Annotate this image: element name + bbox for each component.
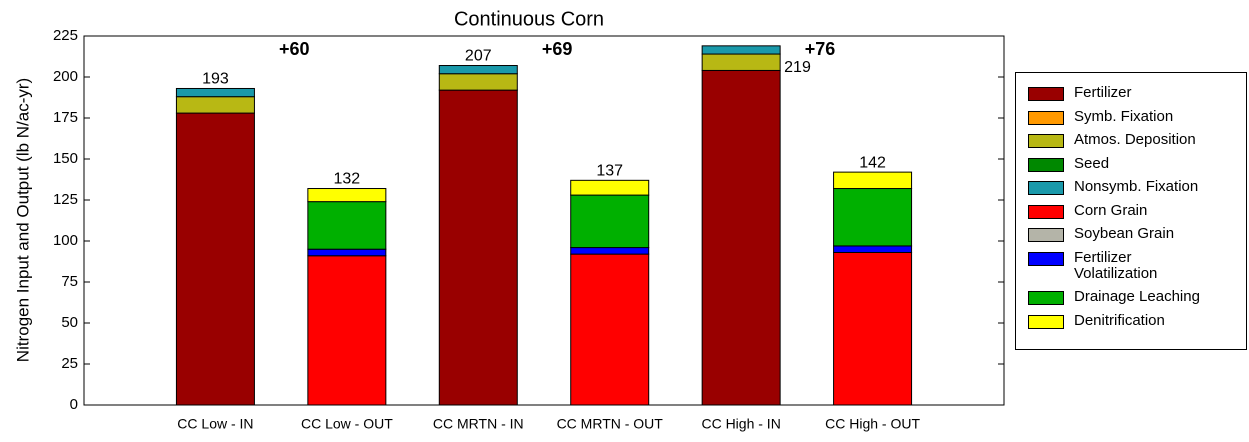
legend-item: Soybean Grain: [1028, 226, 1246, 242]
y-tick-label: 225: [53, 27, 78, 44]
difference-label: +69: [542, 39, 573, 59]
legend-swatch: [1028, 291, 1064, 305]
legend-label: Denitrification: [1074, 311, 1165, 329]
y-tick-label: 25: [61, 355, 78, 372]
bar-segment: [833, 171, 913, 190]
bar-segment: [175, 87, 255, 98]
legend-label: Corn Grain: [1074, 201, 1148, 219]
bar-segment: [175, 96, 255, 114]
total-label: 137: [596, 163, 623, 180]
legend-swatch: [1028, 134, 1064, 148]
y-axis-label: Nitrogen Input and Output (lb N/ac-yr): [13, 78, 32, 362]
bar-segment: [438, 89, 518, 406]
y-tick-label: 100: [53, 232, 78, 249]
bar-segment: [701, 53, 781, 71]
legend-swatch: [1028, 157, 1064, 172]
legend-label: Symb. Fixation: [1074, 107, 1174, 125]
y-tick-label: 175: [53, 109, 78, 126]
bar-segment: [570, 179, 650, 196]
legend-label: Fertilizer: [1074, 84, 1132, 101]
legend-item: Nonsymb. Fixation: [1028, 179, 1246, 195]
y-tick-label: 75: [61, 273, 78, 290]
x-tick-label: CC Low - IN: [177, 416, 253, 432]
legend-swatch: [1028, 181, 1064, 195]
legend-item: Fertilizer Volatilization: [1028, 248, 1246, 282]
total-label: 219: [784, 59, 811, 76]
legend-swatch: [1028, 204, 1064, 219]
difference-label: +60: [279, 39, 310, 59]
legend-swatch: [1028, 251, 1064, 266]
bar-segment: [833, 251, 913, 406]
y-tick-label: 150: [53, 150, 78, 167]
bar-segment: [570, 253, 650, 406]
bar-segment: [175, 112, 255, 406]
total-label: 142: [859, 154, 886, 171]
difference-label: +76: [805, 39, 836, 59]
x-tick-label: CC MRTN - IN: [433, 416, 524, 432]
bar-segment: [438, 65, 518, 75]
x-tick-label: CC High - IN: [701, 416, 780, 432]
legend-label: Soybean Grain: [1074, 225, 1175, 242]
x-tick-label: CC High - OUT: [825, 416, 920, 432]
bar-segment: [307, 255, 387, 406]
legend-item: Drainage Leaching: [1028, 289, 1246, 305]
legend-item: Atmos. Deposition: [1028, 132, 1246, 148]
legend-label: Drainage Leaching: [1074, 288, 1200, 305]
bar-segment: [701, 69, 781, 406]
legend-label: Atmos. Deposition: [1074, 131, 1196, 148]
bar-segment: [833, 188, 913, 247]
chart-title: Continuous Corn: [454, 8, 604, 30]
legend-label: Fertilizer Volatilization: [1074, 248, 1158, 282]
bar-segment: [570, 194, 650, 249]
bar-segment: [307, 201, 387, 250]
bar-segment: [833, 245, 913, 253]
bar-segment: [307, 248, 387, 257]
legend-swatch: [1028, 228, 1064, 242]
y-tick-label: 50: [61, 314, 78, 331]
legend-item: Denitrification: [1028, 311, 1246, 329]
x-tick-label: CC Low - OUT: [301, 416, 393, 432]
legend-swatch: [1028, 87, 1064, 101]
chart: Continuous Corn Nitrogen Input and Outpu…: [13, 8, 1005, 432]
y-tick-label: 0: [70, 396, 78, 413]
legend-item: Fertilizer: [1028, 85, 1246, 101]
total-label: 193: [202, 71, 229, 88]
legend-swatch: [1028, 110, 1064, 125]
legend: Fertilizer Symb. Fixation Atmos. Depositio…: [1015, 72, 1247, 350]
total-label: 132: [334, 171, 361, 188]
legend-label: Seed: [1074, 154, 1110, 172]
bar-segment: [307, 188, 387, 203]
bar-segment: [570, 247, 650, 255]
y-tick-label: 200: [53, 68, 78, 85]
plot-frame: [83, 35, 1005, 406]
bar-segment: [438, 73, 518, 91]
legend-label: Nonsymb. Fixation: [1074, 178, 1199, 195]
x-tick-label: CC MRTN - OUT: [557, 416, 664, 432]
legend-item: Corn Grain: [1028, 201, 1246, 219]
bar-segment: [701, 45, 781, 55]
legend-swatch: [1028, 314, 1064, 329]
legend-item: Seed: [1028, 154, 1246, 172]
total-label: 207: [465, 48, 492, 65]
legend-item: Symb. Fixation: [1028, 107, 1246, 125]
y-tick-label: 125: [53, 191, 78, 208]
